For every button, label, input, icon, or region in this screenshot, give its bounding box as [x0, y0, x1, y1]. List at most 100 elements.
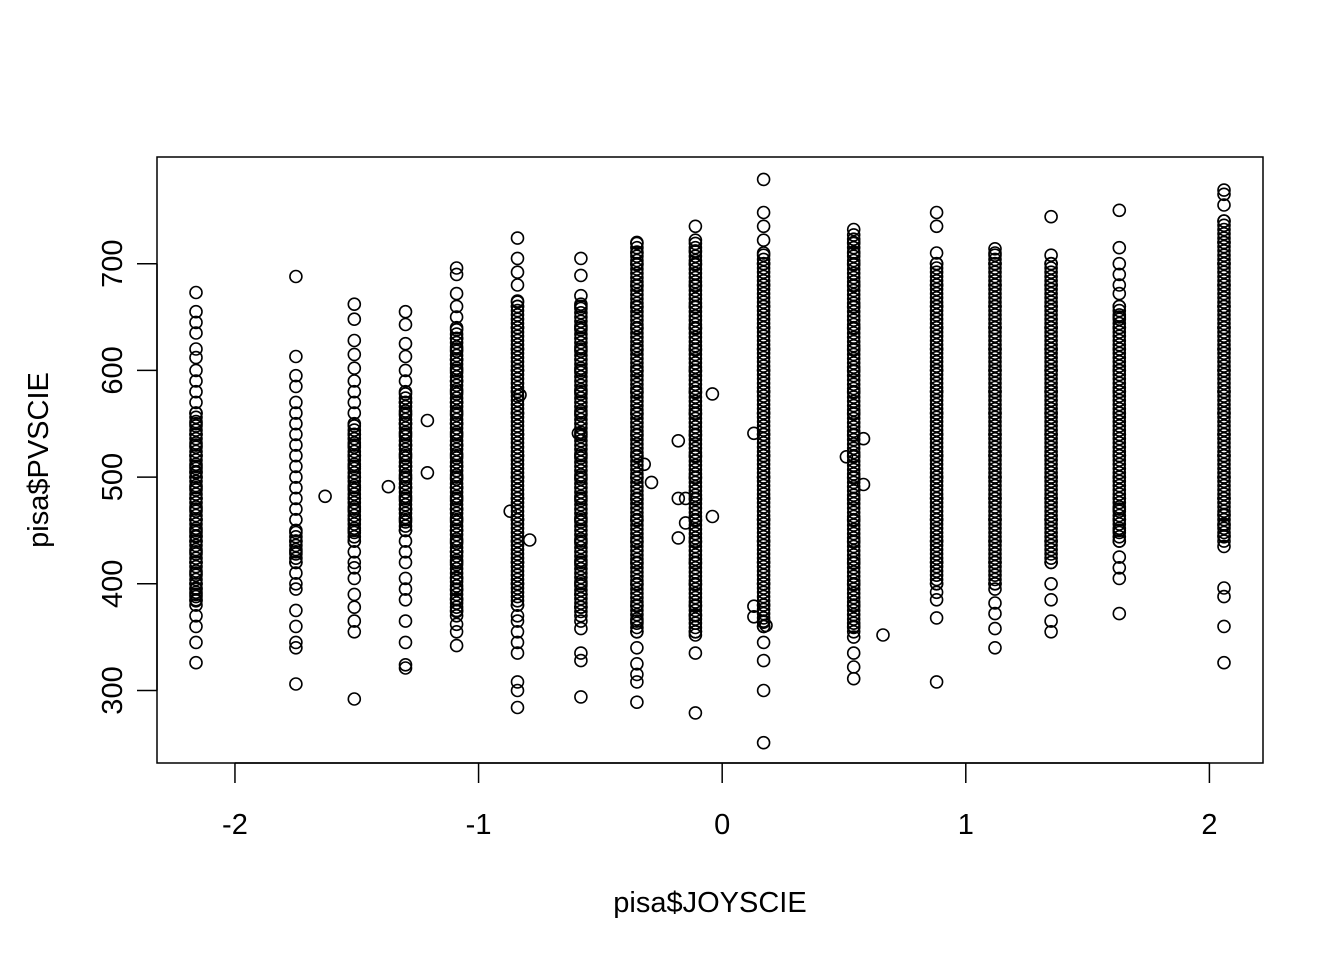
- data-point: [347, 361, 362, 376]
- data-point: [449, 261, 464, 275]
- data-point: [747, 609, 761, 624]
- data-point: [347, 534, 362, 548]
- data-point: [510, 598, 525, 612]
- data-point: [1112, 267, 1127, 282]
- data-point: [756, 495, 771, 510]
- data-point: [510, 683, 525, 698]
- data-point: [688, 256, 703, 271]
- data-point: [449, 286, 464, 301]
- data-point: [637, 457, 652, 472]
- data-point: [289, 538, 303, 553]
- data-point: [630, 334, 644, 349]
- data-point: [574, 320, 588, 335]
- data-point: [1217, 581, 1231, 595]
- data-point: [1044, 547, 1058, 561]
- data-point: [988, 278, 1002, 292]
- data-point: [1217, 312, 1231, 327]
- data-point: [398, 416, 413, 431]
- data-point: [630, 496, 644, 511]
- data-point: [688, 368, 703, 383]
- data-point: [189, 655, 203, 670]
- data-point: [988, 448, 1002, 463]
- data-point: [1112, 495, 1127, 510]
- data-point: [1217, 235, 1231, 250]
- data-point: [574, 448, 588, 463]
- data-point: [988, 367, 1002, 382]
- data-point: [846, 313, 861, 328]
- data-point: [688, 304, 703, 319]
- data-point: [510, 312, 525, 327]
- data-point: [756, 547, 771, 561]
- data-point: [688, 313, 703, 328]
- data-point: [398, 363, 413, 378]
- data-point: [1217, 320, 1231, 335]
- data-point: [347, 495, 362, 510]
- data-point: [1044, 363, 1058, 378]
- data-point: [510, 342, 525, 356]
- data-point: [747, 599, 761, 614]
- data-point: [510, 294, 525, 308]
- data-point: [574, 455, 588, 469]
- data-point: [449, 331, 464, 346]
- data-point: [846, 246, 861, 260]
- data-point: [449, 523, 464, 538]
- data-point: [1112, 240, 1127, 255]
- data-point: [756, 172, 771, 187]
- data-point: [189, 587, 203, 602]
- data-point: [574, 690, 588, 704]
- data-point: [756, 635, 771, 650]
- data-point: [574, 502, 588, 516]
- data-point: [756, 342, 771, 356]
- data-point: [929, 592, 944, 607]
- data-point: [574, 327, 588, 341]
- data-point: [1217, 342, 1231, 356]
- data-point: [449, 544, 464, 559]
- data-point: [988, 261, 1002, 275]
- data-point: [398, 427, 413, 442]
- data-point: [398, 399, 413, 414]
- data-point: [688, 603, 703, 618]
- data-point: [1217, 248, 1231, 262]
- data-point: [347, 480, 362, 495]
- data-point: [756, 376, 771, 391]
- data-point: [189, 285, 203, 300]
- data-point: [347, 297, 362, 312]
- data-point: [1112, 491, 1127, 506]
- data-point: [856, 477, 871, 492]
- data-point: [759, 618, 773, 633]
- data-point: [929, 534, 944, 548]
- data-point: [630, 406, 644, 420]
- data-point: [630, 313, 644, 328]
- data-point: [1217, 512, 1231, 527]
- data-point: [756, 598, 771, 612]
- data-point: [929, 487, 944, 501]
- data-point: [449, 617, 464, 632]
- data-point: [510, 367, 525, 382]
- data-point: [289, 427, 303, 442]
- data-point: [988, 555, 1002, 570]
- data-point: [929, 261, 944, 275]
- data-point: [398, 438, 413, 452]
- data-point: [510, 675, 525, 689]
- data-point: [1217, 491, 1231, 506]
- data-point: [398, 470, 413, 484]
- data-point: [1217, 470, 1231, 484]
- data-point: [449, 427, 464, 442]
- data-point: [688, 249, 703, 264]
- data-point: [449, 399, 464, 414]
- data-point: [1044, 487, 1058, 501]
- data-point: [688, 534, 703, 548]
- data-point: [189, 523, 203, 538]
- data-point: [189, 619, 203, 634]
- data-point: [1112, 512, 1127, 527]
- data-point: [846, 398, 861, 413]
- data-point: [289, 406, 303, 420]
- data-point: [929, 538, 944, 553]
- data-point: [189, 480, 203, 495]
- data-point: [1217, 222, 1231, 237]
- data-point: [1217, 261, 1231, 275]
- data-point: [574, 391, 588, 405]
- data-point: [630, 614, 644, 628]
- data-point: [630, 270, 644, 285]
- data-point: [671, 531, 686, 545]
